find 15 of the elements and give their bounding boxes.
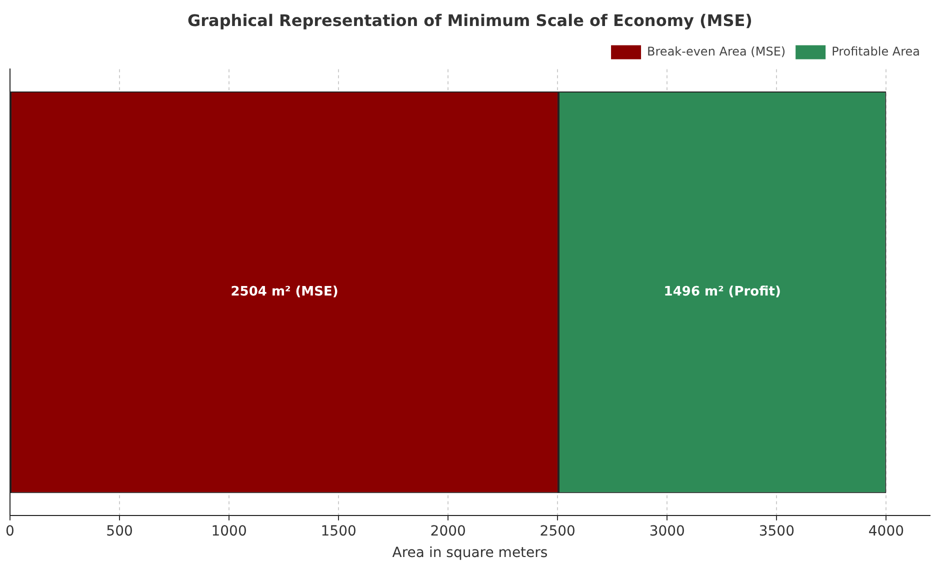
legend-label: Profitable Area: [832, 44, 920, 58]
x-tick-label: 2500: [540, 523, 576, 540]
x-tick-label: 1000: [211, 523, 247, 540]
x-tick-label: 2000: [430, 523, 466, 540]
x-tick-label: 0: [6, 523, 14, 540]
x-tick-label: 1500: [320, 523, 356, 540]
data-label: 1496 m² (Profit): [664, 284, 781, 300]
x-tick-label: 3000: [649, 523, 685, 540]
legend-label: Break-even Area (MSE): [647, 44, 786, 58]
x-tick-label: 500: [106, 523, 133, 540]
data-label: 2504 m² (MSE): [230, 284, 338, 300]
x-axis-title: Area in square meters: [392, 545, 548, 562]
chart-title: Graphical Representation of Minimum Scale of Economy (MSE): [188, 10, 752, 30]
x-tick-label: 4000: [868, 523, 904, 540]
x-tick-label: 3500: [758, 523, 794, 540]
